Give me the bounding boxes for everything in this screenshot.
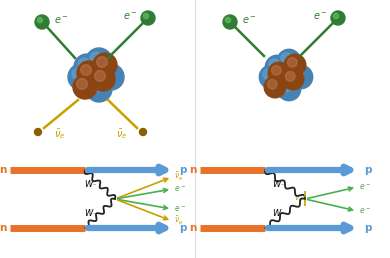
Circle shape xyxy=(102,68,114,80)
Circle shape xyxy=(78,58,90,70)
Text: $e^-$: $e^-$ xyxy=(174,204,186,214)
Circle shape xyxy=(144,13,149,19)
Circle shape xyxy=(287,58,297,67)
Circle shape xyxy=(141,11,155,25)
Circle shape xyxy=(293,69,303,79)
Circle shape xyxy=(277,49,301,73)
Text: $e^-$: $e^-$ xyxy=(242,14,257,26)
Text: ⁻: ⁻ xyxy=(93,184,96,189)
Circle shape xyxy=(263,69,273,79)
Circle shape xyxy=(281,81,292,92)
Circle shape xyxy=(225,17,230,23)
Circle shape xyxy=(223,15,237,29)
Circle shape xyxy=(90,52,102,64)
Circle shape xyxy=(86,76,112,102)
Circle shape xyxy=(35,15,49,29)
Text: $\bar{\nu}_e$: $\bar{\nu}_e$ xyxy=(174,215,183,227)
Text: p: p xyxy=(364,223,372,233)
Circle shape xyxy=(72,68,84,80)
Text: W: W xyxy=(84,180,92,189)
Circle shape xyxy=(37,17,43,23)
Circle shape xyxy=(284,54,306,76)
Text: $e^-$: $e^-$ xyxy=(359,206,371,216)
Text: $\nu_e$: $\nu_e$ xyxy=(294,194,303,204)
Text: p: p xyxy=(364,165,372,175)
Text: W: W xyxy=(84,209,92,218)
Text: ⁻: ⁻ xyxy=(93,214,96,219)
Circle shape xyxy=(93,53,117,77)
Text: n: n xyxy=(0,165,6,175)
Text: $e^-$: $e^-$ xyxy=(123,11,138,21)
Circle shape xyxy=(74,54,100,80)
Circle shape xyxy=(281,53,292,63)
Circle shape xyxy=(140,128,147,135)
Text: ⁻: ⁻ xyxy=(281,184,284,189)
Circle shape xyxy=(98,64,124,90)
Circle shape xyxy=(285,71,295,81)
Circle shape xyxy=(265,55,289,79)
Text: W: W xyxy=(272,180,280,189)
Circle shape xyxy=(95,71,105,82)
Text: $\bar{\nu}_e$: $\bar{\nu}_e$ xyxy=(115,127,127,141)
Circle shape xyxy=(289,65,313,89)
Circle shape xyxy=(282,68,304,90)
Text: n: n xyxy=(189,223,196,233)
Text: $e^-$: $e^-$ xyxy=(54,14,69,26)
Circle shape xyxy=(76,79,87,90)
Text: $\bar{\nu}_e$: $\bar{\nu}_e$ xyxy=(174,171,183,183)
Circle shape xyxy=(268,79,277,89)
Text: n: n xyxy=(0,223,6,233)
Text: n: n xyxy=(189,165,196,175)
Text: p: p xyxy=(179,223,186,233)
Circle shape xyxy=(331,11,345,25)
Circle shape xyxy=(97,57,107,67)
Text: $e^-$: $e^-$ xyxy=(313,11,328,21)
Circle shape xyxy=(91,67,115,91)
Text: $e^-$: $e^-$ xyxy=(174,184,186,194)
Text: p: p xyxy=(179,165,186,175)
Circle shape xyxy=(73,75,97,99)
Text: $\bar{\nu}_e$: $\bar{\nu}_e$ xyxy=(54,127,66,141)
Text: $e^-$: $e^-$ xyxy=(359,182,371,192)
Circle shape xyxy=(264,76,286,98)
Circle shape xyxy=(269,59,280,70)
Circle shape xyxy=(277,77,301,101)
Circle shape xyxy=(81,64,91,75)
Circle shape xyxy=(86,48,112,74)
Circle shape xyxy=(68,64,94,90)
Circle shape xyxy=(77,61,101,85)
Circle shape xyxy=(259,65,283,89)
Text: W: W xyxy=(272,209,280,218)
Circle shape xyxy=(268,62,290,84)
Text: ⁻: ⁻ xyxy=(281,214,284,219)
Circle shape xyxy=(333,13,339,19)
Circle shape xyxy=(34,128,41,135)
Circle shape xyxy=(90,80,102,92)
Circle shape xyxy=(271,66,281,75)
